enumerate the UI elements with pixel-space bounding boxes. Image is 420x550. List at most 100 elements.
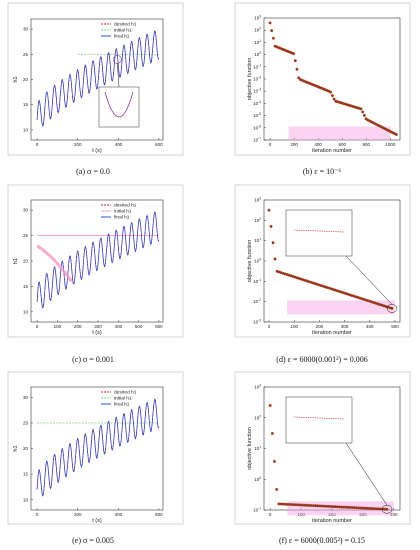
x-tick-label: 200 (328, 512, 336, 517)
y-tick-label: 25 (23, 233, 29, 238)
data-marker (329, 90, 333, 94)
data-marker (273, 257, 277, 261)
legend-entry: desired h1 (114, 22, 137, 28)
caption-c: (c) σ = 0.001 (72, 355, 114, 364)
panel-b: 0 200 400 600 800 1000 iteration number 10-7 10-… (234, 2, 411, 156)
data-marker (297, 76, 301, 80)
y-tick-label: 30 (23, 208, 29, 213)
series-final-h1 (36, 398, 160, 497)
data-marker (390, 306, 394, 310)
y-tick-label: 25 (23, 420, 29, 425)
zoom-pointer (345, 255, 393, 305)
x-tick-label: 500 (391, 324, 399, 329)
x-tick-label: 300 (341, 324, 349, 329)
data-marker (268, 21, 272, 25)
y-tick-label: 10-1 (253, 278, 261, 284)
y-tick-label: 100 (254, 476, 261, 482)
panel-frame (234, 371, 411, 525)
panel-d: 0 100 200 300 400 500 iteration number 10-3 10-2… (234, 184, 411, 338)
x-tick-label: 100 (297, 512, 305, 517)
x-tick-label: 200 (74, 142, 82, 147)
data-marker (361, 110, 365, 114)
panel-c: 0 100 200 300 400 500 600 t (s) 10 15 20 25 30 h1 desi… (7, 184, 184, 338)
caption-d: (d) ε = 6000(0.001²) = 0.006 (276, 355, 367, 364)
data-marker (295, 67, 299, 71)
x-tick-label: 400 (115, 512, 123, 517)
data-marker (267, 208, 271, 212)
data-marker (394, 133, 398, 136)
legend-entry: final h1 (114, 34, 130, 40)
y-tick-label: 102 (254, 414, 261, 420)
data-marker (292, 52, 296, 56)
y-tick-label: 30 (23, 27, 29, 32)
y-tick-label: 102 (254, 217, 261, 223)
x-tick-label: 200 (74, 512, 82, 517)
legend-entry: final h1 (114, 402, 130, 408)
y-tick-label: 100 (254, 51, 261, 57)
x-axis-label: iteration number (312, 330, 352, 336)
y-tick-label: 103 (254, 15, 261, 21)
y-tick-label: 10-3 (253, 319, 261, 325)
x-tick-label: 400 (390, 512, 398, 517)
y-axis-label: objective function (247, 427, 253, 470)
data-marker (293, 59, 297, 63)
y-axis-label: objective function (247, 58, 253, 101)
x-tick-label: 0 (268, 324, 271, 329)
caption-f: (f) ε = 6000(0.005²) = 0.15 (279, 536, 365, 545)
x-tick-label: 0 (36, 512, 39, 517)
y-tick-label: 25 (23, 52, 29, 57)
x-tick-label: 400 (115, 142, 123, 147)
data-marker (269, 224, 273, 228)
x-tick-label: 0 (36, 142, 39, 147)
data-marker (271, 241, 275, 245)
inset-curve (293, 229, 345, 233)
y-tick-label: 10 (23, 309, 29, 314)
y-tick-label: 103 (254, 384, 261, 390)
data-marker (332, 97, 336, 101)
y-tick-label: 20 (23, 259, 29, 264)
data-marker (273, 459, 276, 463)
x-tick-label: 100 (54, 324, 62, 329)
y-tick-label: 30 (23, 395, 29, 400)
y-tick-label: 10-2 (253, 76, 261, 82)
y-tick-label: 20 (23, 77, 29, 82)
y-tick-label: 10-1 (253, 63, 261, 69)
x-axis-label: iteration number (312, 518, 352, 524)
series-final-h1 (36, 211, 160, 309)
x-tick-label: 400 (366, 324, 374, 329)
y-tick-label: 101 (254, 445, 261, 451)
data-marker (359, 107, 363, 111)
legend-entry: initial h1 (114, 28, 132, 34)
x-tick-label: 500 (135, 324, 143, 329)
y-tick-label: 15 (23, 102, 29, 107)
x-tick-label: 600 (338, 142, 346, 147)
zoom-pointer (117, 63, 120, 88)
y-tick-label: 10-1 (253, 507, 261, 513)
inset-curve (293, 416, 345, 420)
y-tick-label: 102 (254, 27, 261, 33)
y-tick-label: 101 (254, 39, 261, 45)
x-tick-label: 0 (36, 324, 39, 329)
legend-entry: desired h1 (114, 390, 137, 396)
legend-entry: desired h1 (114, 203, 137, 209)
x-axis-label: iteration number (312, 148, 352, 154)
x-tick-label: 200 (74, 324, 82, 329)
caption-a: (a) σ = 0.0 (76, 167, 110, 176)
y-axis-label: objective function (247, 240, 253, 283)
caption-e: (e) σ = 0.005 (72, 536, 114, 545)
x-tick-label: 0 (269, 142, 272, 147)
data-marker (268, 404, 272, 407)
data-marker (275, 487, 279, 491)
series-final-h1 (36, 30, 160, 127)
x-tick-label: 200 (290, 142, 298, 147)
caption-b: (b) ε = 10⁻⁶ (303, 167, 341, 176)
y-tick-label: 10-2 (253, 298, 261, 304)
highlight-band (288, 126, 391, 141)
zoom-pointer (345, 442, 388, 506)
x-tick-label: 600 (155, 142, 163, 147)
data-marker (362, 113, 366, 117)
data-marker (270, 431, 274, 435)
x-tick-label: 600 (155, 324, 163, 329)
y-tick-label: 15 (23, 284, 29, 289)
panel-e: 0 200 400 600 t (s) 10 15 20 25 30 h1 desired h1ini… (7, 371, 184, 525)
